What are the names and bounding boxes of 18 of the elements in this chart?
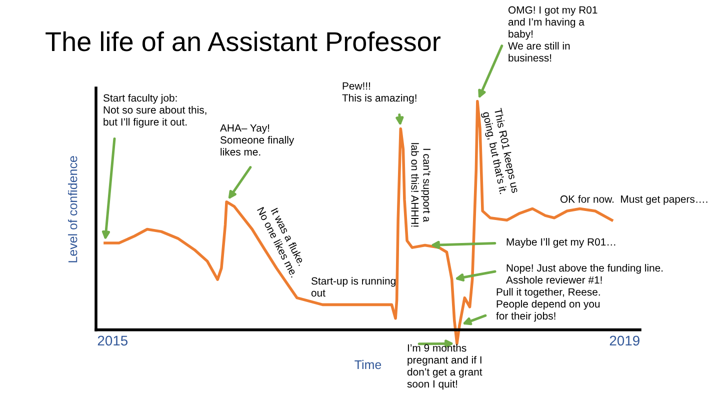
annotation: This R01 keeps us going, but that’s it. (480, 108, 520, 195)
annotation: Maybe I’ll get my R01… (506, 238, 616, 248)
annotation: OMG! I got my R01 and I’m having a baby! We are still in business! (508, 6, 598, 62)
annotation: It was a fluke. No one likes me. (256, 206, 306, 278)
annotation: AHA– Yay! Someone finally likes me. (220, 124, 294, 156)
annotation: Pew!!! This is amazing! (342, 82, 416, 104)
annotation: I can’t support a lab on this! AHHH! (411, 143, 430, 227)
annotation: Start faculty job: Not so sure about this, but I’ll figure it out. (103, 94, 206, 128)
annotation: Start-up is running out (311, 277, 396, 297)
y-axis-title: Level of confidence (68, 156, 78, 262)
annotation: I’m 9 months pregnant and if I don’t get a grant soon I quit! (407, 344, 482, 390)
x-axis-title: Time (354, 360, 382, 370)
annotation: Nope! Just above the funding line. Asshole reviewer #1! (506, 264, 663, 284)
x-tick-label: 2015 (98, 336, 128, 346)
x-tick-label: 2019 (610, 336, 640, 346)
annotation: Pull it together, Reese. People depend on you for their jobs! (496, 288, 600, 322)
chart-title: The life of an Assistant Professor (46, 31, 440, 52)
annotation: OK for now. Must get papers…. (560, 195, 708, 205)
